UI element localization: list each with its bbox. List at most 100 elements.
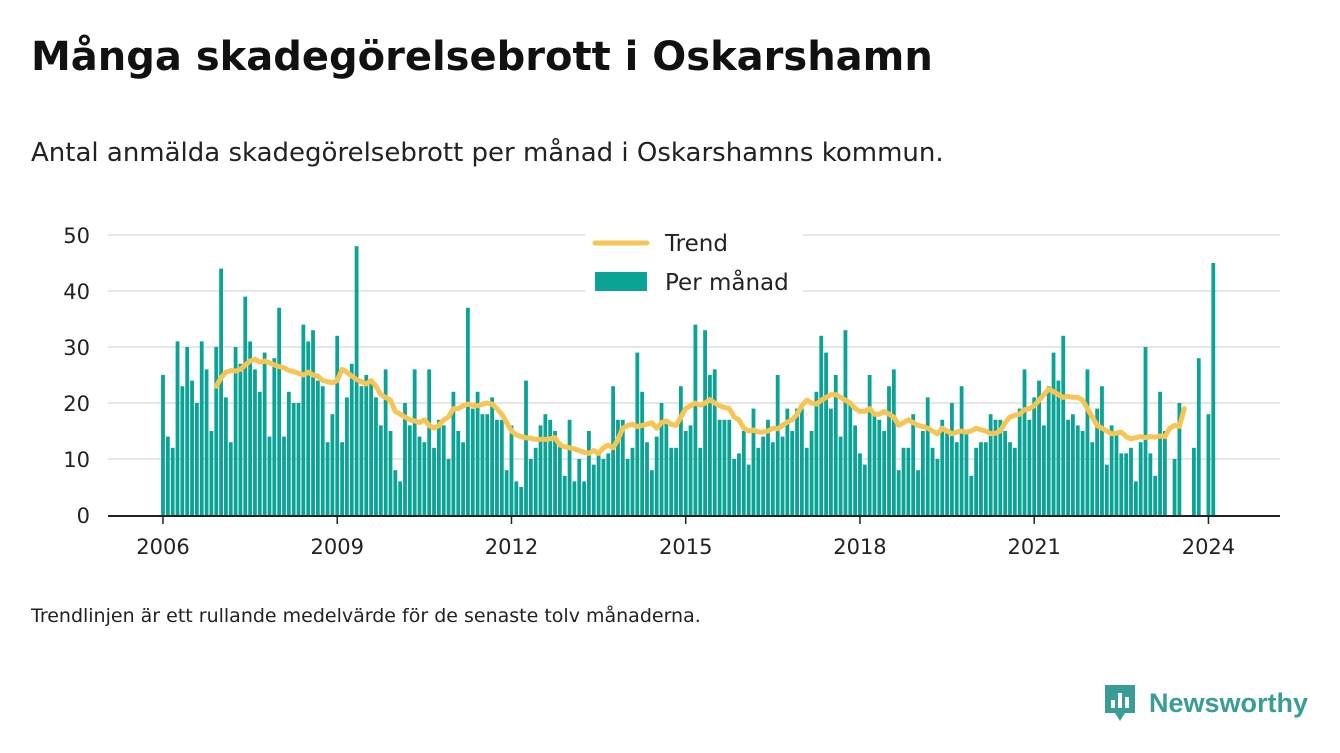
bar: [175, 341, 180, 515]
bar: [514, 481, 519, 515]
bar: [432, 447, 436, 515]
bar: [887, 386, 891, 515]
bar: [766, 419, 770, 515]
bar: [683, 431, 688, 515]
bar: [504, 470, 509, 515]
x-ticks: 2006 2009 2012 2015 2018 2021 2024: [136, 516, 1235, 559]
bar: [1104, 464, 1109, 515]
bar: [209, 431, 214, 515]
bar: [906, 447, 911, 515]
bar: [829, 408, 833, 515]
bar: [703, 330, 707, 515]
bar: [950, 403, 954, 515]
bar: [858, 453, 862, 515]
bar: [940, 419, 945, 515]
bar: [635, 352, 640, 515]
bar: [649, 470, 654, 515]
bar: [277, 307, 282, 515]
bar: [412, 369, 417, 515]
bar: [1138, 442, 1143, 515]
bar: [519, 487, 524, 515]
bar: [616, 419, 620, 515]
bar: [625, 459, 630, 515]
bar: [659, 403, 664, 515]
bar: [756, 447, 761, 515]
bar: [320, 386, 325, 515]
bar: [436, 419, 441, 515]
bar: [1153, 475, 1158, 515]
bar: [325, 442, 330, 515]
bar: [833, 375, 838, 515]
bar: [979, 442, 983, 515]
bar: [654, 436, 659, 515]
bar: [954, 442, 959, 515]
bar: [214, 347, 219, 515]
bar: [1158, 391, 1162, 515]
bar: [253, 369, 257, 515]
bar: [974, 447, 979, 515]
bar: [475, 391, 480, 515]
bar: [799, 408, 804, 515]
bar: [466, 307, 470, 515]
bar: [935, 459, 940, 515]
bar: [678, 386, 683, 515]
bar: [1071, 414, 1075, 515]
bar: [959, 386, 964, 515]
bar: [224, 397, 228, 515]
bar: [495, 419, 499, 515]
bar: [601, 459, 606, 515]
bar: [388, 431, 393, 515]
bar: [548, 419, 553, 515]
bar: [480, 414, 485, 515]
bar: [272, 358, 277, 515]
bar: [804, 447, 809, 515]
x-tick-label: 2015: [659, 535, 712, 559]
bar: [877, 419, 882, 515]
bar: [640, 391, 645, 515]
bar: [645, 442, 649, 515]
bar: [562, 475, 567, 515]
newsworthy-logo[interactable]: Newsworthy: [1103, 683, 1308, 723]
bar: [920, 431, 925, 515]
bar: [364, 375, 369, 515]
bar: [311, 330, 315, 515]
bar: [369, 380, 374, 515]
bar: [165, 436, 170, 515]
bar: [862, 464, 867, 515]
bar: [993, 419, 998, 515]
bar: [1008, 442, 1012, 515]
bar: [383, 369, 388, 515]
bar: [567, 419, 572, 515]
bar: [296, 403, 301, 515]
bar: [775, 375, 780, 515]
bar: [795, 408, 799, 515]
bar: [1095, 408, 1100, 515]
bar: [161, 375, 165, 515]
bar: [814, 391, 819, 515]
bar: [1129, 447, 1133, 515]
bar: [664, 419, 669, 515]
bar: [983, 442, 988, 515]
bar: [853, 425, 858, 515]
bar: [587, 431, 591, 515]
bar: [1206, 414, 1211, 515]
bar: [809, 431, 814, 515]
bar: [882, 431, 887, 515]
bar: [417, 436, 422, 515]
bar: [286, 391, 291, 515]
bar: [359, 386, 364, 515]
bar: [693, 324, 698, 515]
bar: [345, 397, 349, 515]
bar: [620, 419, 625, 515]
bar: [688, 425, 693, 515]
bar: [1119, 453, 1124, 515]
bar: [1017, 408, 1022, 515]
bar: [1003, 431, 1008, 515]
bar: [490, 397, 495, 515]
x-tick-label: 2018: [833, 535, 886, 559]
bar: [1148, 453, 1153, 515]
bar: [194, 403, 199, 515]
bar: [291, 403, 296, 515]
bar: [727, 419, 732, 515]
